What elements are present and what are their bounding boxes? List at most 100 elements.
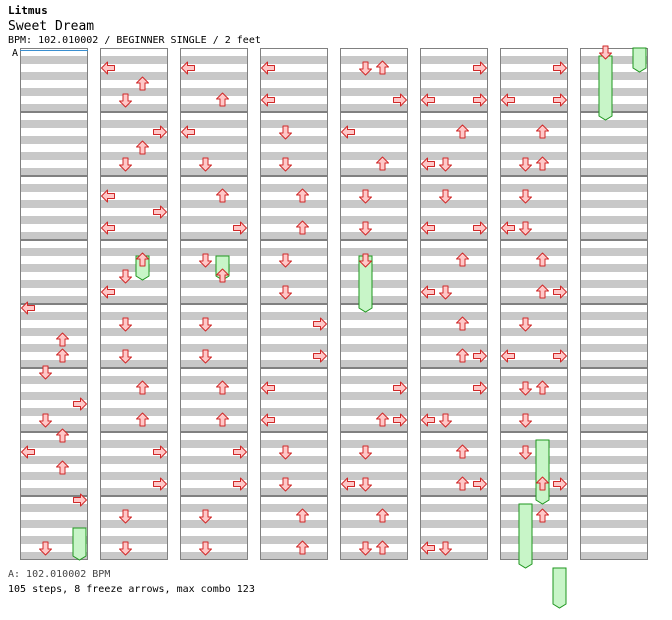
measure-stripe bbox=[260, 184, 328, 192]
up-arrow-icon bbox=[296, 220, 309, 235]
measure-border bbox=[500, 48, 568, 112]
song-title: Sweet Dream bbox=[8, 19, 95, 34]
down-arrow-icon bbox=[279, 253, 292, 268]
measure-border bbox=[580, 304, 648, 368]
measure-border bbox=[180, 304, 248, 368]
measure-stripe bbox=[420, 136, 488, 144]
measure bbox=[100, 112, 168, 176]
up-arrow-icon bbox=[536, 156, 549, 171]
bpm-legend: A: 102.010002 BPM bbox=[8, 569, 111, 580]
measure-stripe bbox=[340, 280, 408, 288]
measure-stripe bbox=[340, 88, 408, 96]
measure-border bbox=[580, 368, 648, 432]
measure-stripe bbox=[180, 456, 248, 464]
down-arrow-icon bbox=[119, 541, 132, 556]
measure-border bbox=[500, 496, 568, 560]
measure-stripe bbox=[580, 120, 648, 128]
measure-stripe bbox=[100, 232, 168, 240]
down-arrow-icon bbox=[119, 157, 132, 172]
measure-border bbox=[500, 112, 568, 176]
measure-stripe bbox=[260, 472, 328, 480]
measure-stripe bbox=[340, 72, 408, 80]
measure-stripe bbox=[420, 536, 488, 544]
measure-stripe bbox=[260, 72, 328, 80]
measure-stripe bbox=[420, 264, 488, 272]
measure-stripe bbox=[260, 328, 328, 336]
measure-stripe bbox=[20, 424, 88, 432]
right-arrow-icon bbox=[233, 221, 247, 235]
freeze-arrow bbox=[72, 527, 87, 561]
measure-stripe bbox=[100, 136, 168, 144]
measure-stripe bbox=[500, 120, 568, 128]
measure-stripe bbox=[100, 216, 168, 224]
right-arrow-icon bbox=[153, 445, 167, 459]
measure-border bbox=[260, 304, 328, 368]
up-arrow-icon bbox=[216, 380, 229, 395]
right-arrow-icon bbox=[473, 221, 487, 235]
down-arrow-icon bbox=[119, 317, 132, 332]
measure-stripe bbox=[500, 168, 568, 176]
right-arrow-icon bbox=[473, 349, 487, 363]
measure-border bbox=[20, 112, 88, 176]
freeze-arrow bbox=[535, 439, 550, 505]
measure-stripe bbox=[100, 520, 168, 528]
measure-border bbox=[340, 304, 408, 368]
measure-stripe bbox=[260, 248, 328, 256]
measure-stripe bbox=[340, 248, 408, 256]
right-arrow-icon bbox=[473, 93, 487, 107]
measure-stripe bbox=[180, 120, 248, 128]
freeze-arrow bbox=[598, 55, 613, 121]
measure-stripe bbox=[580, 312, 648, 320]
right-arrow-icon bbox=[553, 477, 567, 491]
up-arrow-icon bbox=[456, 444, 469, 459]
measure bbox=[420, 304, 488, 368]
measure-stripe bbox=[580, 280, 648, 288]
measure-stripe bbox=[100, 504, 168, 512]
measure-stripe bbox=[420, 440, 488, 448]
measure bbox=[580, 112, 648, 176]
measure-stripe bbox=[580, 344, 648, 352]
measure-border bbox=[580, 432, 648, 496]
left-arrow-icon bbox=[421, 157, 435, 171]
measure-stripe bbox=[340, 520, 408, 528]
measure-stripe bbox=[500, 520, 568, 528]
measure bbox=[180, 240, 248, 304]
measure-border bbox=[340, 240, 408, 304]
measure-stripe bbox=[260, 504, 328, 512]
measure bbox=[260, 432, 328, 496]
measure-stripe bbox=[100, 312, 168, 320]
measure-stripe bbox=[20, 472, 88, 480]
down-arrow-icon bbox=[519, 445, 532, 460]
measure-stripe bbox=[340, 328, 408, 336]
measure bbox=[180, 48, 248, 112]
measure-border bbox=[580, 112, 648, 176]
measure-stripe bbox=[180, 552, 248, 560]
measure-stripe bbox=[260, 232, 328, 240]
measure-stripe bbox=[340, 120, 408, 128]
measure-stripe bbox=[580, 72, 648, 80]
measure-stripe bbox=[20, 392, 88, 400]
down-arrow-icon bbox=[199, 157, 212, 172]
measure-stripe bbox=[340, 440, 408, 448]
right-arrow-icon bbox=[153, 477, 167, 491]
up-arrow-icon bbox=[456, 124, 469, 139]
measure-stripe bbox=[100, 264, 168, 272]
up-arrow-icon bbox=[136, 140, 149, 155]
measure-stripe bbox=[100, 360, 168, 368]
up-arrow-icon bbox=[536, 252, 549, 267]
measure-stripe bbox=[180, 72, 248, 80]
left-arrow-icon bbox=[421, 541, 435, 555]
measure-border bbox=[420, 304, 488, 368]
measure-stripe bbox=[180, 376, 248, 384]
down-arrow-icon bbox=[279, 445, 292, 460]
measure-stripe bbox=[420, 216, 488, 224]
measure-stripe bbox=[100, 56, 168, 64]
measure-stripe bbox=[420, 376, 488, 384]
measure-stripe bbox=[20, 312, 88, 320]
measure-stripe bbox=[100, 280, 168, 288]
measure-stripe bbox=[420, 104, 488, 112]
measure bbox=[20, 48, 88, 112]
measure-stripe bbox=[20, 120, 88, 128]
measure-stripe bbox=[20, 328, 88, 336]
measure-stripe bbox=[180, 280, 248, 288]
